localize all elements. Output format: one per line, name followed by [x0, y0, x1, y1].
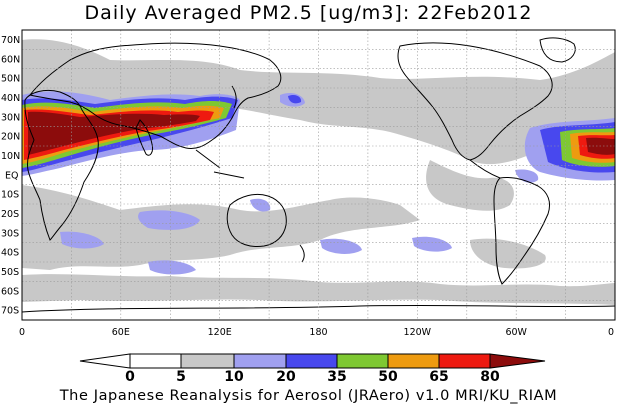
lat-label: 30S	[1, 228, 19, 239]
footer-credit: The Japanese Reanalysis for Aerosol (JRA…	[59, 388, 558, 404]
colorbar-segment-65-80	[438, 353, 491, 369]
colorbar-segment-20-35	[285, 353, 338, 369]
colorbar-segment-50-65	[387, 353, 440, 369]
lat-label: 10S	[1, 190, 19, 201]
lon-label: 0	[19, 327, 25, 338]
lat-label: 40N	[1, 93, 20, 104]
colorbar-label: 35	[327, 369, 346, 385]
lon-label: 60E	[112, 327, 130, 338]
lat-label: 30N	[1, 112, 20, 123]
colorbar-segment-5-10	[180, 353, 235, 369]
lat-label: 20S	[1, 209, 19, 220]
lat-label: 60S	[1, 286, 19, 297]
colorbar-segment-0-5	[129, 353, 182, 369]
lat-label: EQ	[5, 170, 18, 181]
lat-label: 10N	[1, 151, 20, 162]
colorbar-label: 5	[176, 369, 186, 385]
colorbar-label: 20	[276, 369, 296, 385]
lat-label: 50N	[1, 74, 20, 85]
lat-label: 70N	[1, 35, 20, 46]
lon-label: 120W	[404, 327, 432, 338]
longitude-labels: 0 60E 120E 180 120W 60W 0	[19, 327, 614, 338]
lat-label: 60N	[1, 54, 20, 65]
lon-label: 60W	[505, 327, 527, 338]
lat-label: 40S	[1, 248, 19, 259]
graticule	[22, 30, 615, 320]
map-plot-area	[21, 29, 616, 321]
lat-label: 20N	[1, 132, 20, 143]
colorbar-segment-white	[79, 353, 131, 369]
colorbar-segment-10-20	[233, 353, 287, 369]
latitude-labels: 70N 60N 50N 40N 30N 20N 10N EQ 10S 20S 3…	[1, 35, 20, 317]
lon-label: 120E	[208, 327, 232, 338]
colorbar-segment-80-plus	[489, 353, 546, 369]
lat-label: 70S	[1, 306, 19, 317]
colorbar-label: 65	[429, 369, 448, 385]
colorbar-label: 50	[378, 369, 398, 385]
map-frame	[21, 29, 616, 321]
colorbar-label: 10	[224, 369, 244, 385]
colorbar: 0 5 10 20 35 50 65 80	[79, 353, 546, 385]
lon-label: 180	[309, 327, 327, 338]
colorbar-label: 80	[480, 369, 500, 385]
lat-label: 50S	[1, 267, 19, 278]
colorbar-segment-35-50	[336, 353, 389, 369]
colorbar-label: 0	[125, 369, 135, 385]
map-title: Daily Averaged PM2.5 [ug/m3]: 22Feb2012	[84, 2, 533, 24]
lon-label: 0	[608, 327, 614, 338]
coastlines	[21, 37, 616, 313]
